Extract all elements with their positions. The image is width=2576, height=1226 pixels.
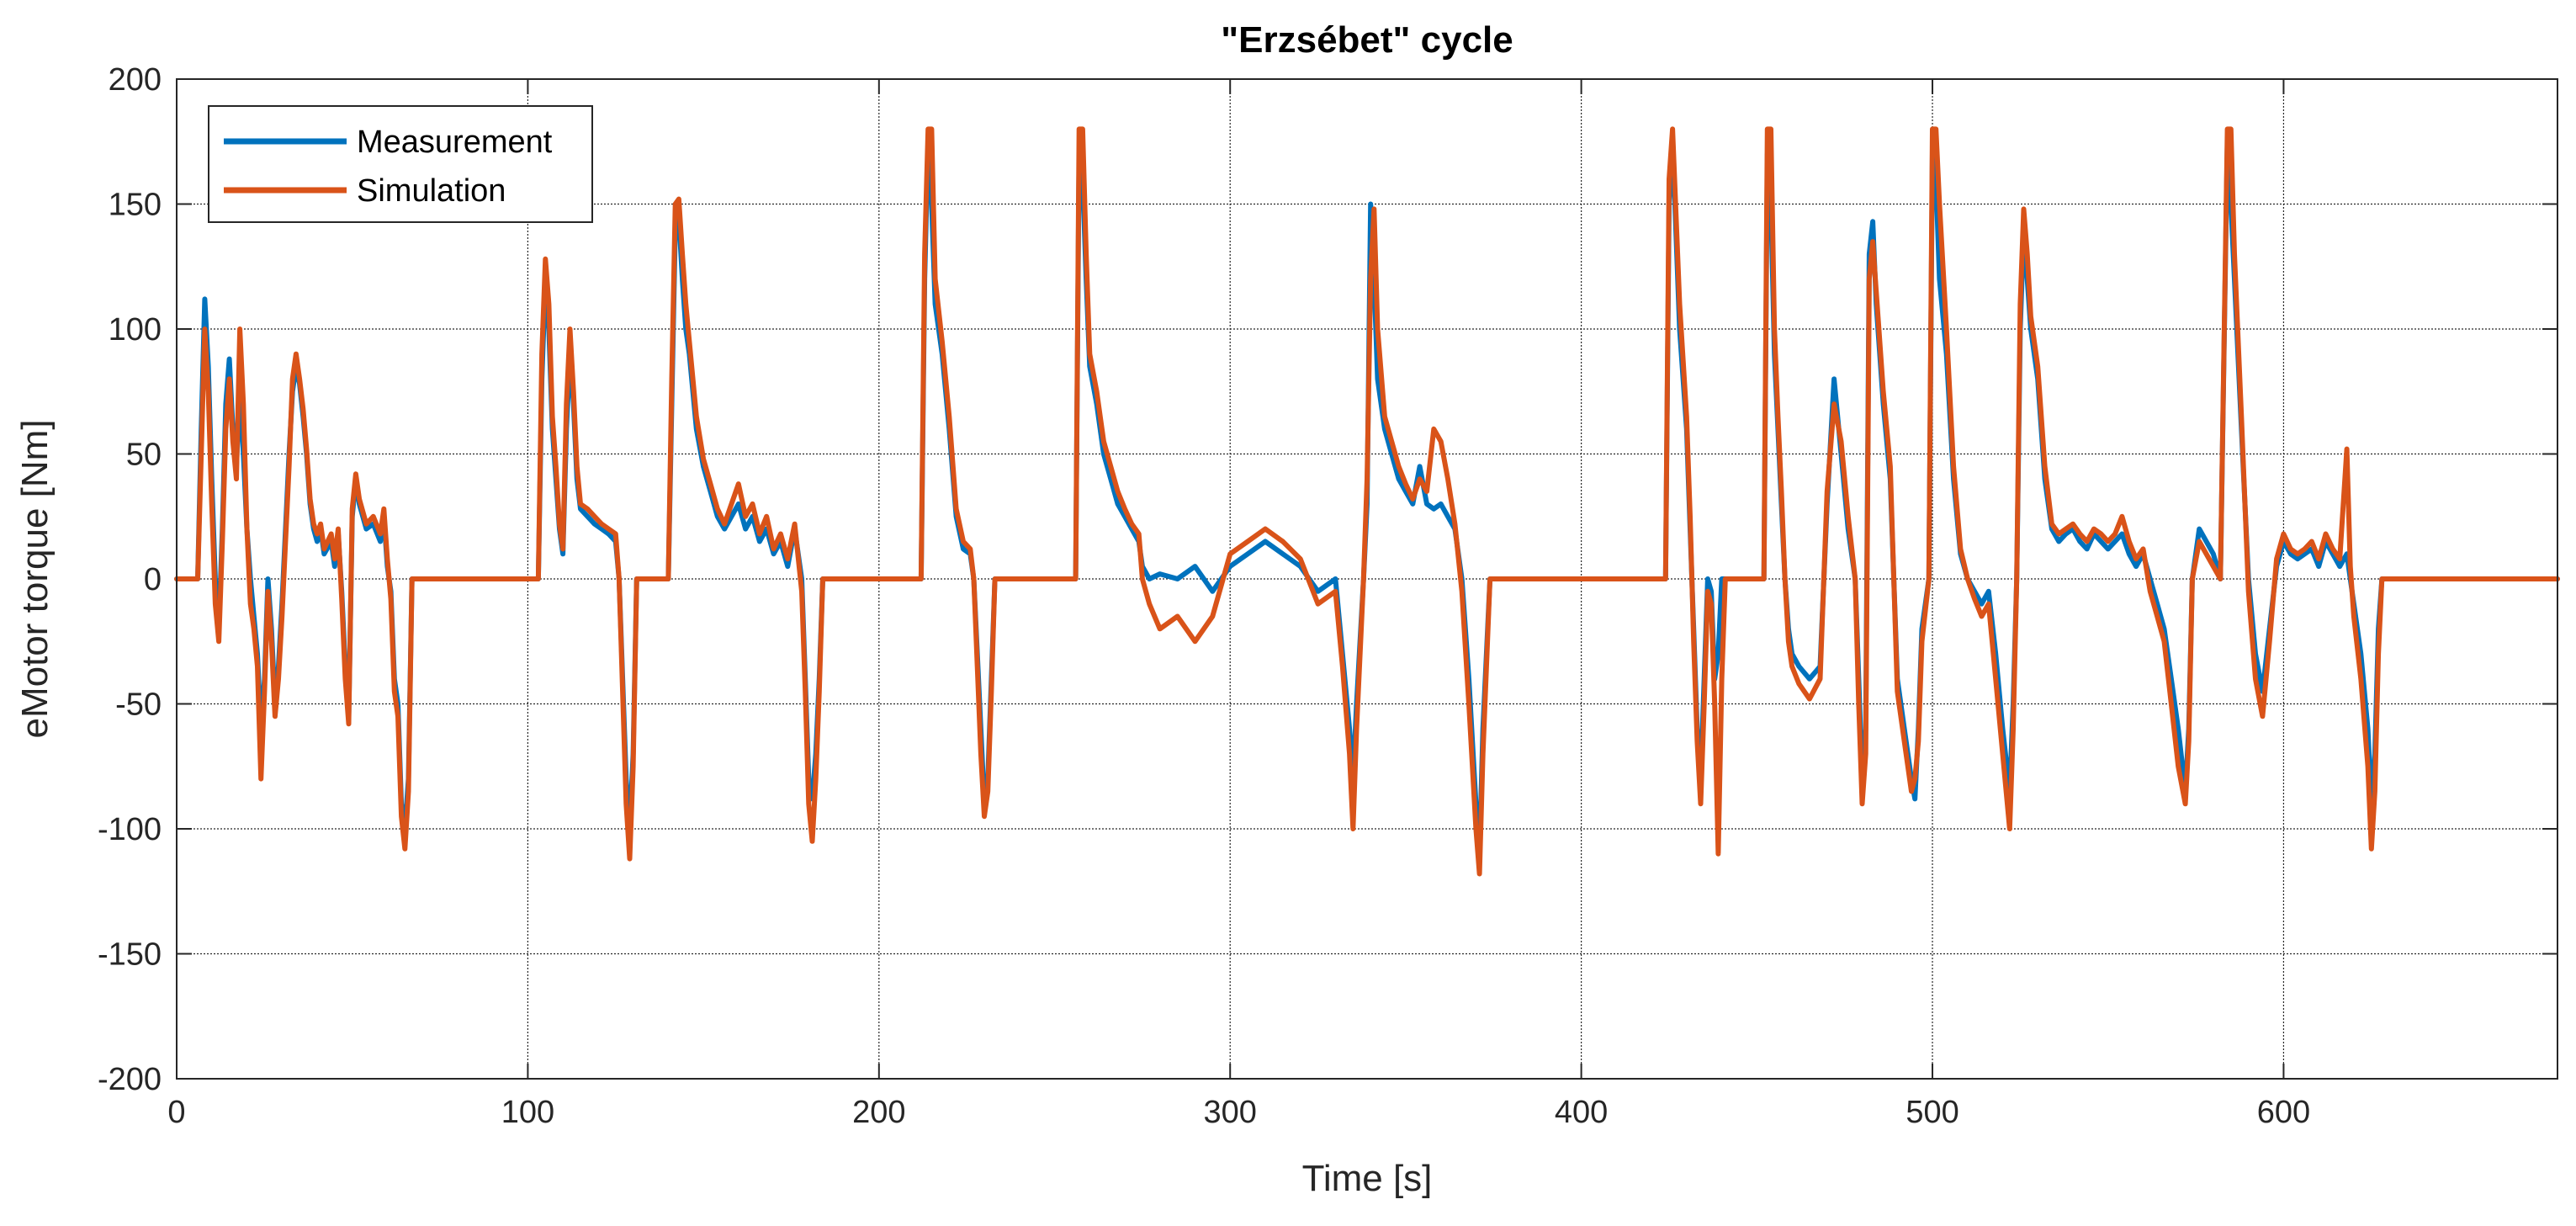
x-tick-label: 400 [1555,1095,1608,1130]
legend-label-simulation: Simulation [357,173,506,209]
legend-label-measurement: Measurement [357,125,553,160]
legend: Measurement Simulation [208,105,593,223]
y-tick-label: 150 [109,188,162,223]
legend-box [208,105,593,223]
y-tick-label: 0 [144,562,162,597]
y-tick-label: 100 [109,312,162,348]
y-tick-label: 50 [126,438,162,473]
y-tick-label: 200 [109,62,162,98]
plot-background [177,79,2557,1079]
y-tick-label: -150 [98,937,162,973]
y-axis-label: eMotor torque [Nm] [14,419,56,738]
y-tick-label: -50 [115,687,162,723]
plot-frame [176,78,2558,1080]
y-tick-label: -100 [98,812,162,847]
y-tick-labels: -200 -150 -100 -50 0 50 100 150 200 [98,62,162,1097]
x-tick-label: 500 [1905,1095,1959,1130]
x-tick-label: 300 [1204,1095,1257,1130]
x-tick-label: 0 [167,1095,185,1130]
chart-title: "Erzsébet" cycle [1221,19,1513,61]
series-line-simulation [174,126,2560,877]
x-tick-labels: 0 100 200 300 400 500 600 [167,1095,2310,1130]
x-tick-label: 200 [852,1095,905,1130]
x-axis-label: Time [s] [1302,1158,1433,1199]
x-tick-label: 600 [2257,1095,2310,1130]
x-tick-label: 100 [501,1095,554,1130]
y-tick-label: -200 [98,1062,162,1097]
series-layer [174,126,2560,877]
